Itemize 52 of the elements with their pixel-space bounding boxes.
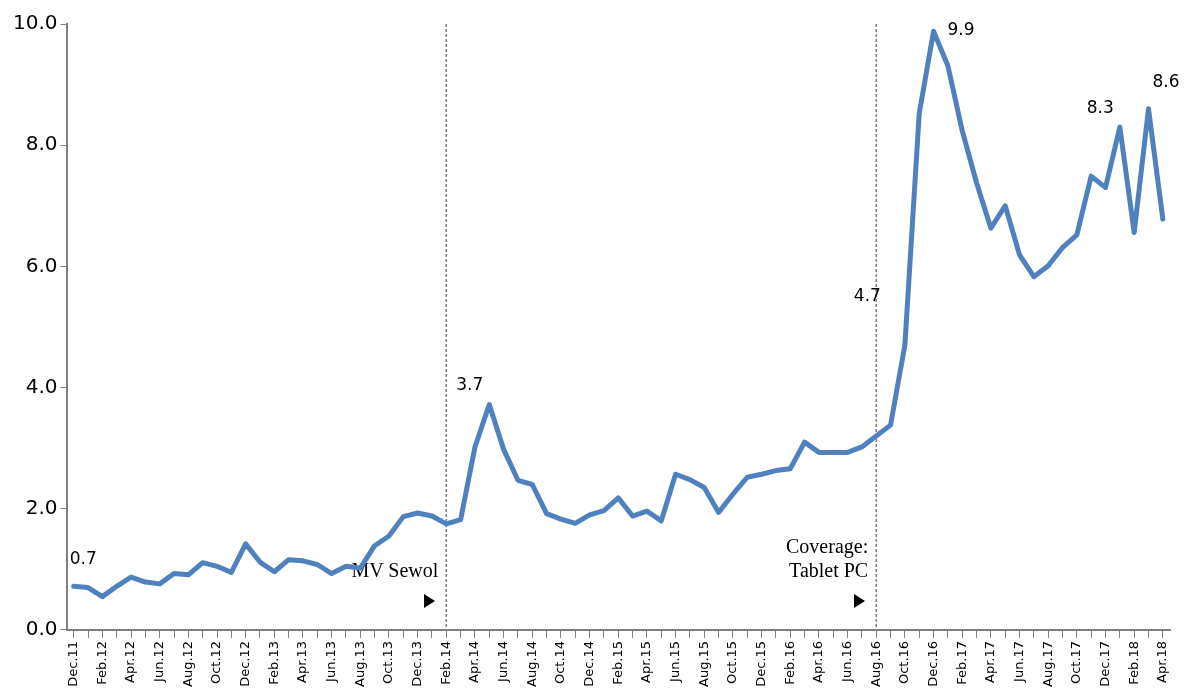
y-tick-label: 6.0 xyxy=(25,252,58,277)
x-tick-label: Jun.16 xyxy=(838,640,854,683)
data-label: 8.3 xyxy=(1086,96,1114,117)
y-tick-label: 4.0 xyxy=(25,373,58,398)
x-tick-label: Aug.15 xyxy=(695,640,711,687)
x-tick-label: Jun.14 xyxy=(494,640,510,683)
data-label: 3.7 xyxy=(456,374,484,395)
x-tick-label: Apr.18 xyxy=(1154,640,1170,683)
x-tick-label: Oct.17 xyxy=(1068,640,1084,685)
y-tick-label: 8.0 xyxy=(25,131,58,156)
x-tick-label: Aug.16 xyxy=(867,640,883,687)
x-tick-label: Dec.13 xyxy=(409,640,425,687)
y-tick-label: 2.0 xyxy=(25,494,58,519)
data-label: 8.6 xyxy=(1152,70,1180,91)
x-tick-label: Oct.12 xyxy=(208,640,224,685)
x-tick-label: Oct.16 xyxy=(896,640,912,685)
x-tick-label: Apr.13 xyxy=(294,640,310,683)
data-label: 4.7 xyxy=(853,285,881,306)
y-tick-label: 0.0 xyxy=(25,616,58,641)
x-tick-label: Feb.13 xyxy=(265,640,281,685)
x-tick-label: Apr.14 xyxy=(466,640,482,683)
x-tick-label: Aug.12 xyxy=(179,640,195,687)
x-tick-label: Jun.17 xyxy=(1010,640,1026,683)
x-tick-label: Jun.15 xyxy=(666,640,682,683)
x-tick-label: Dec.16 xyxy=(924,640,940,687)
data-label: 0.7 xyxy=(69,548,97,569)
x-tick-label: Feb.12 xyxy=(93,640,109,685)
x-tick-label: Oct.14 xyxy=(552,640,568,685)
x-tick-label: Dec.15 xyxy=(752,640,768,687)
x-tick-label: Feb.16 xyxy=(781,640,797,685)
x-tick-label: Dec.14 xyxy=(580,640,596,687)
x-tick-label: Apr.12 xyxy=(122,640,138,683)
x-tick-label: Aug.17 xyxy=(1039,640,1055,687)
x-tick-label: Dec.12 xyxy=(237,640,253,687)
x-tick-label: Jun.13 xyxy=(323,640,339,683)
x-tick-label: Dec.11 xyxy=(65,640,81,687)
x-tick-label: Apr.15 xyxy=(638,640,654,683)
x-tick-label: Apr.16 xyxy=(810,640,826,683)
x-tick-label: Feb.18 xyxy=(1125,640,1141,685)
ref-line-label: Coverage: Tablet PC xyxy=(786,535,869,582)
data-label: 9.9 xyxy=(947,19,975,40)
x-tick-label: Feb.17 xyxy=(953,640,969,685)
x-tick-label: Apr.17 xyxy=(982,640,998,683)
x-tick-label: Feb.14 xyxy=(437,640,453,685)
y-tick-label: 10.0 xyxy=(13,10,58,35)
x-tick-label: Oct.15 xyxy=(724,640,740,685)
x-tick-label: Aug.14 xyxy=(523,640,539,687)
x-tick-label: Dec.17 xyxy=(1096,640,1112,687)
x-tick-label: Jun.12 xyxy=(151,640,167,683)
x-tick-label: Feb.15 xyxy=(609,640,625,685)
x-tick-label: Aug.13 xyxy=(351,640,367,687)
x-tick-label: Oct.13 xyxy=(380,640,396,685)
